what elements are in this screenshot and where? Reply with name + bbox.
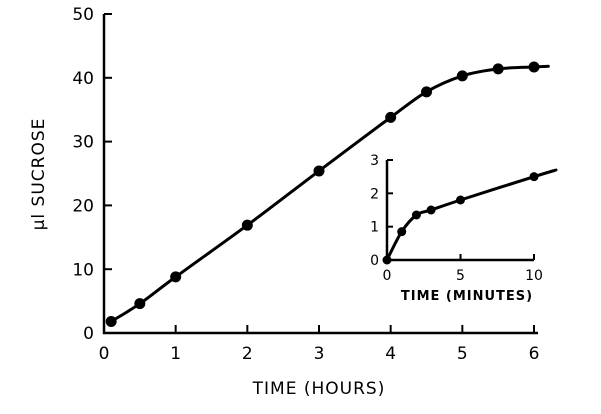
inset-plot: 0 1 2 3 0 5 10 TIME (MINUTES) bbox=[370, 153, 558, 304]
x-tick-label: 0 bbox=[99, 344, 110, 364]
y-tick-label: 40 bbox=[72, 69, 94, 89]
y-tick-label: 1 bbox=[370, 220, 379, 236]
y-tick-label: 30 bbox=[72, 133, 94, 153]
y-tick-label: 20 bbox=[72, 197, 94, 217]
data-point bbox=[397, 227, 407, 237]
y-tick-label: 50 bbox=[72, 5, 94, 25]
data-point bbox=[456, 195, 465, 205]
data-point bbox=[134, 298, 146, 310]
y-tick-label: 10 bbox=[72, 260, 94, 280]
data-point bbox=[382, 255, 392, 265]
x-tick-label: 4 bbox=[385, 344, 396, 364]
x-tick-label: 5 bbox=[457, 344, 468, 364]
inset-axes bbox=[385, 160, 534, 262]
x-tick-label: 3 bbox=[314, 344, 325, 364]
data-point bbox=[529, 172, 539, 182]
x-tick-label: 2 bbox=[242, 344, 253, 364]
data-point bbox=[170, 271, 182, 283]
x-tick-label: 0 bbox=[383, 268, 392, 284]
y-axis-title: μl SUCROSE bbox=[29, 118, 49, 231]
main-data-points bbox=[105, 61, 540, 328]
data-point bbox=[421, 86, 432, 98]
y-tick-label: 0 bbox=[370, 253, 379, 269]
inset-data-points bbox=[382, 172, 539, 265]
x-tick-label: 1 bbox=[170, 344, 181, 364]
data-point bbox=[105, 316, 117, 328]
data-point bbox=[241, 219, 253, 231]
x-tick-label: 6 bbox=[529, 344, 540, 364]
data-point bbox=[426, 205, 436, 215]
data-point bbox=[411, 210, 421, 220]
data-point bbox=[492, 63, 504, 75]
y-tick-label: 3 bbox=[370, 153, 379, 169]
data-point bbox=[456, 70, 468, 82]
y-tick-label: 2 bbox=[370, 186, 379, 202]
inset-ticks: 0 1 2 3 0 5 10 bbox=[370, 153, 543, 284]
x-tick-label: 10 bbox=[525, 268, 543, 284]
inset-x-axis-title: TIME (MINUTES) bbox=[401, 289, 533, 304]
x-tick-label: 5 bbox=[456, 268, 465, 284]
data-point bbox=[528, 61, 540, 73]
main-series-line bbox=[109, 64, 550, 323]
x-axis-title: TIME (HOURS) bbox=[252, 379, 386, 399]
data-point bbox=[385, 111, 397, 123]
data-point bbox=[313, 165, 325, 177]
y-tick-label: 0 bbox=[83, 324, 94, 344]
